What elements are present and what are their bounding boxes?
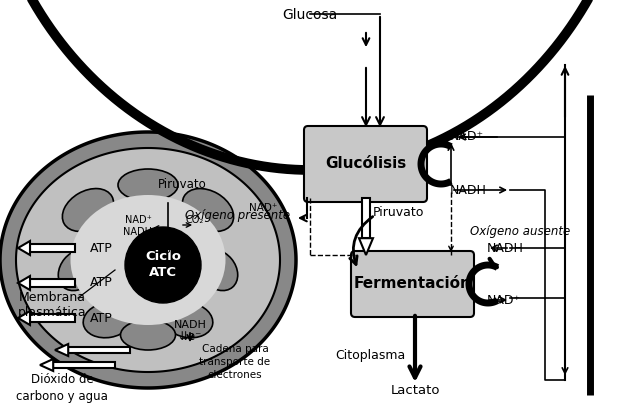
Text: NADH: NADH <box>487 242 524 255</box>
Text: Fermentación: Fermentación <box>353 277 471 291</box>
Polygon shape <box>18 241 30 255</box>
Ellipse shape <box>163 302 213 338</box>
Text: Glucólisis: Glucólisis <box>325 157 406 171</box>
Polygon shape <box>18 311 30 325</box>
Polygon shape <box>30 279 75 287</box>
Text: NAD⁺: NAD⁺ <box>487 293 521 306</box>
Ellipse shape <box>63 188 113 231</box>
Text: ATP: ATP <box>90 242 113 255</box>
Text: NAD⁺: NAD⁺ <box>125 215 151 225</box>
Polygon shape <box>359 238 373 255</box>
Ellipse shape <box>83 302 133 338</box>
Text: Citoplasma: Citoplasma <box>335 348 405 361</box>
Text: ATP: ATP <box>90 311 113 324</box>
Polygon shape <box>16 148 280 372</box>
Text: Dióxido de
carbono y agua: Dióxido de carbono y agua <box>16 373 108 403</box>
Ellipse shape <box>58 249 98 290</box>
Polygon shape <box>362 198 370 238</box>
Text: Lactato: Lactato <box>390 384 440 397</box>
Ellipse shape <box>182 188 234 231</box>
FancyBboxPatch shape <box>351 251 474 317</box>
Polygon shape <box>30 314 75 322</box>
Text: ATP: ATP <box>90 277 113 290</box>
Text: Oxígeno ausente: Oxígeno ausente <box>470 226 570 239</box>
Text: CO₂: CO₂ <box>186 215 204 225</box>
Text: NADH: NADH <box>123 227 153 237</box>
FancyBboxPatch shape <box>304 126 427 202</box>
Polygon shape <box>40 359 53 371</box>
Polygon shape <box>55 344 68 356</box>
Text: Piruvato: Piruvato <box>157 179 206 191</box>
Text: NAD⁺: NAD⁺ <box>249 203 277 213</box>
Text: NADH: NADH <box>450 184 487 197</box>
Text: Cadena para
transporte de
electrones: Cadena para transporte de electrones <box>200 344 270 380</box>
Text: Piruvato: Piruvato <box>373 206 424 219</box>
Polygon shape <box>53 362 115 368</box>
Text: Ciclo
ATC: Ciclo ATC <box>145 251 181 279</box>
Polygon shape <box>18 276 30 290</box>
Text: CoA: CoA <box>157 245 179 255</box>
Text: NADH: NADH <box>174 320 206 330</box>
Circle shape <box>125 227 201 303</box>
Polygon shape <box>68 347 130 353</box>
Text: ⇊e⁻: ⇊e⁻ <box>179 330 202 344</box>
Ellipse shape <box>118 169 178 201</box>
Polygon shape <box>30 244 75 252</box>
Polygon shape <box>0 132 296 388</box>
Text: Oxígeno presente: Oxígeno presente <box>185 208 291 222</box>
Text: Glucosa: Glucosa <box>282 8 338 22</box>
Ellipse shape <box>198 249 237 290</box>
Ellipse shape <box>71 195 226 325</box>
Ellipse shape <box>120 320 175 350</box>
Text: NAD⁺: NAD⁺ <box>450 131 484 144</box>
Text: Membrana
plasmática: Membrana plasmática <box>18 291 86 319</box>
